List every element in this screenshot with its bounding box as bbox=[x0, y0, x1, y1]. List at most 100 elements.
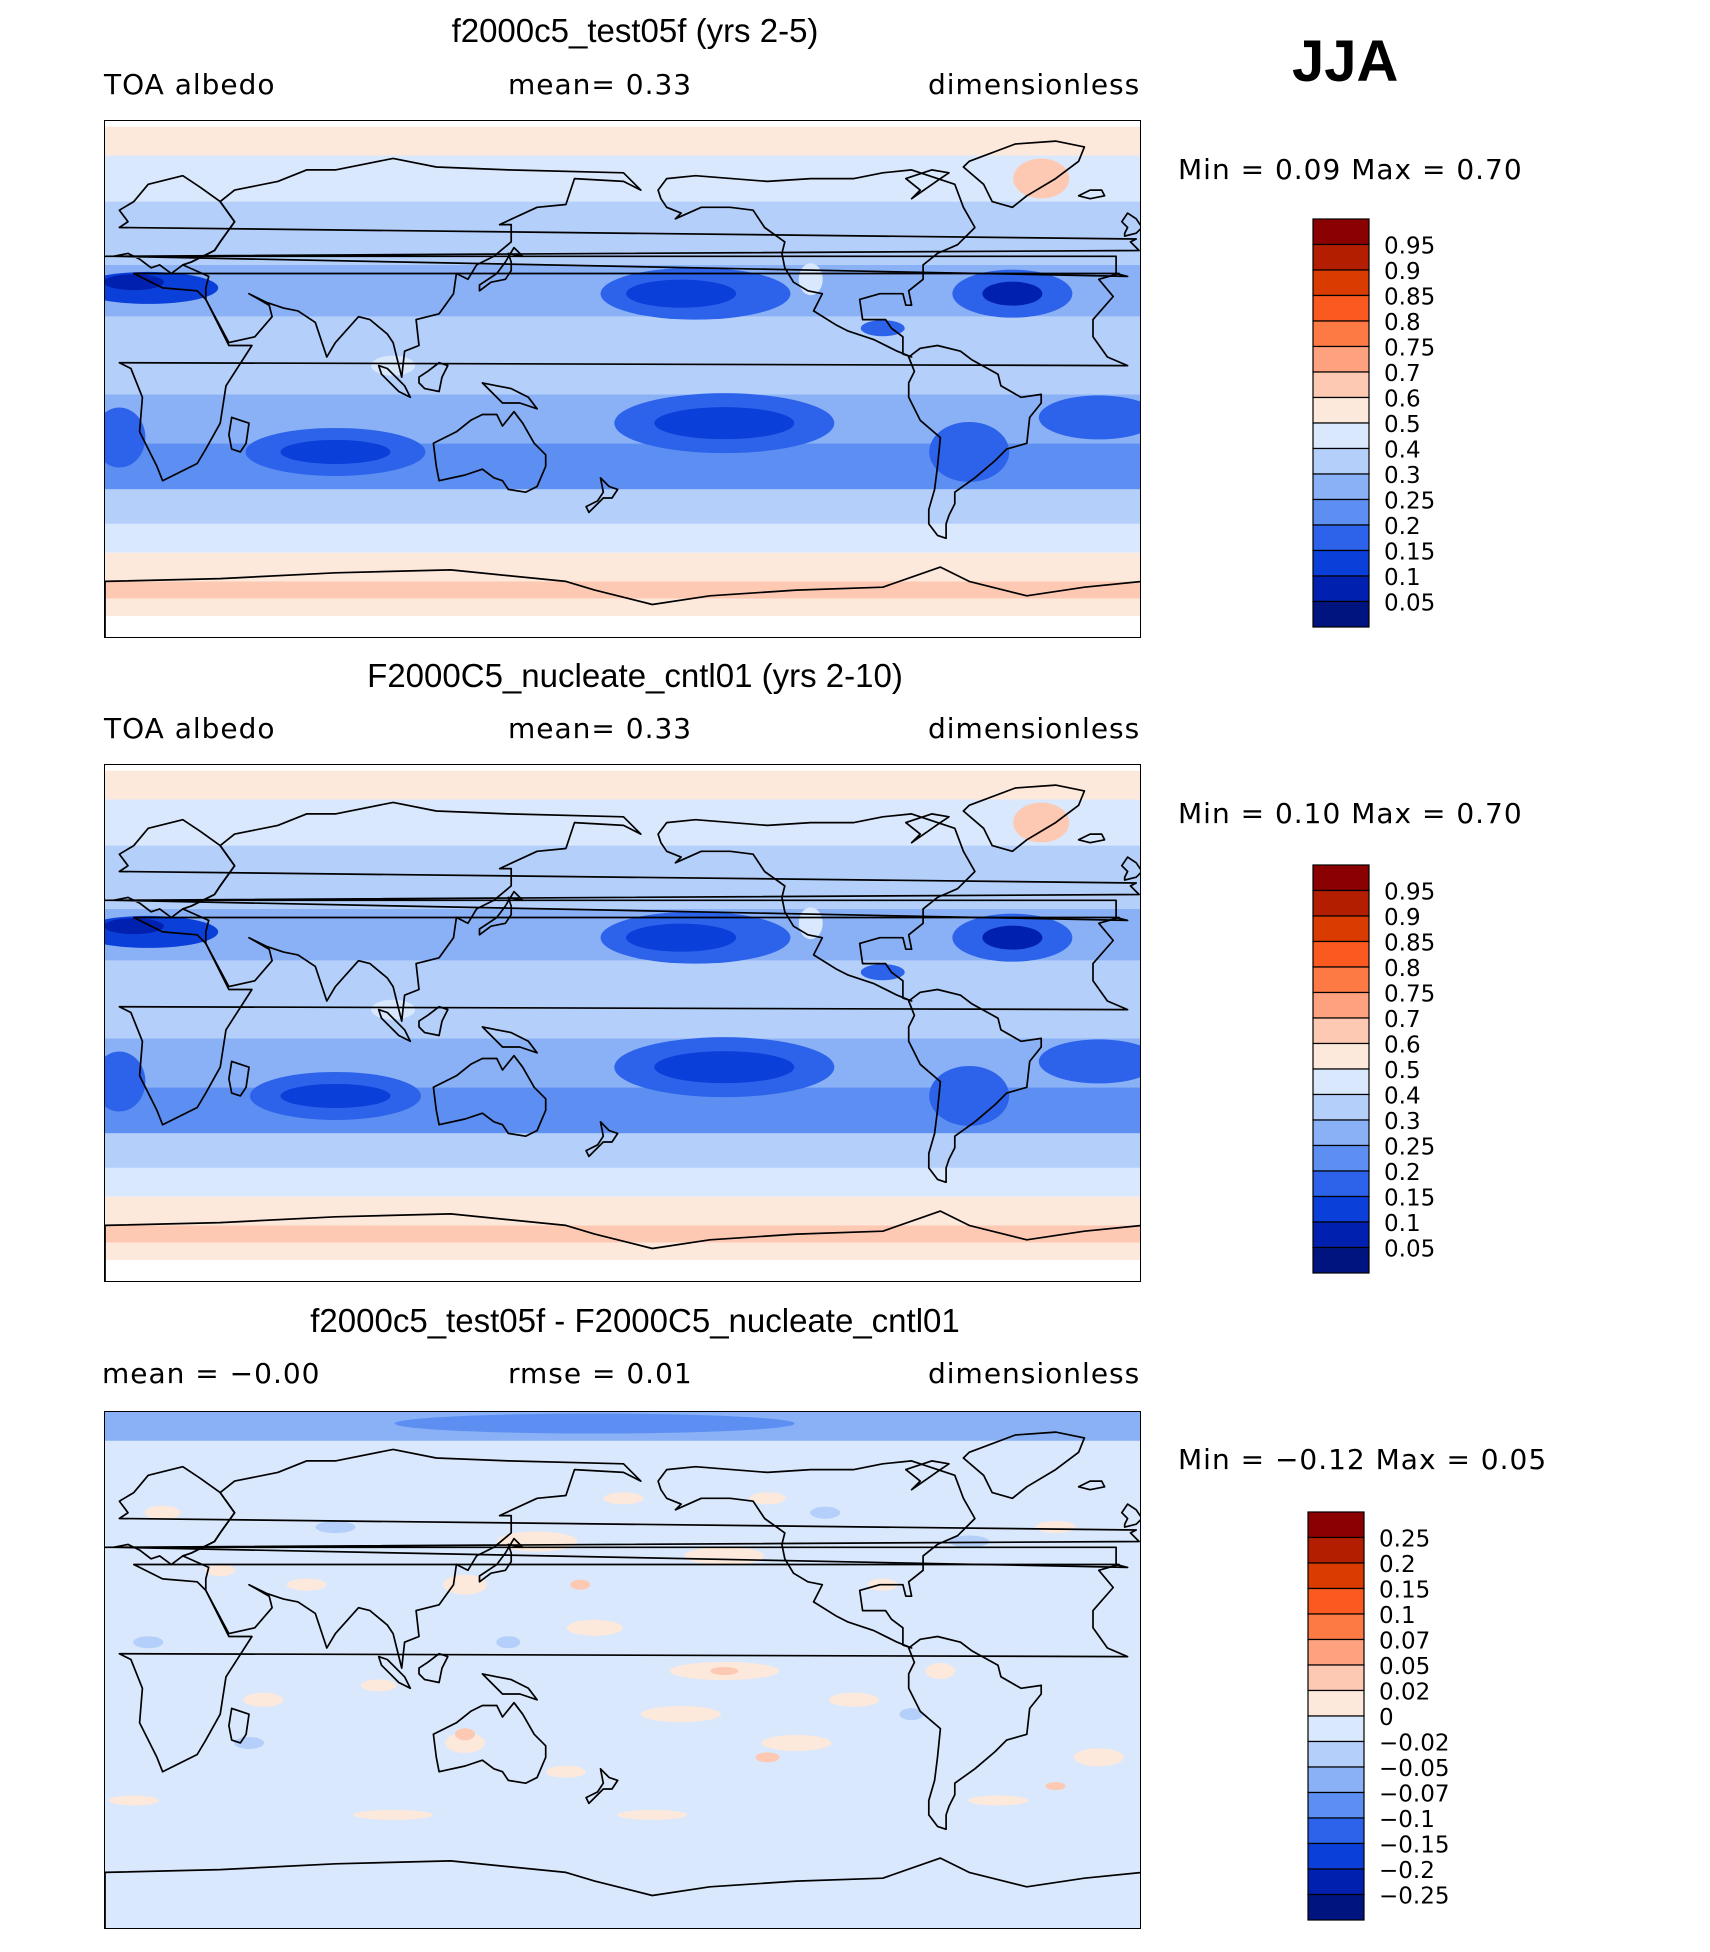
colorbar-swatch bbox=[1307, 1587, 1365, 1615]
diff-positive-patch bbox=[967, 1795, 1028, 1806]
colorbar-tick-label: 0.6 bbox=[1384, 1033, 1421, 1059]
greenland-high bbox=[1013, 158, 1070, 199]
colorbar-swatch bbox=[1307, 1893, 1365, 1921]
sea-ice-band bbox=[105, 1196, 1140, 1226]
colorbar-tick-label: 0.6 bbox=[1384, 387, 1421, 413]
southern-ocean-band bbox=[105, 489, 1140, 524]
diff-negative-patch bbox=[315, 1521, 356, 1534]
colorbar-swatch bbox=[1312, 498, 1370, 526]
diff-positive-patch bbox=[445, 1732, 486, 1753]
colorbar-tick-label: 0.2 bbox=[1384, 514, 1421, 540]
colorbar-swatch bbox=[1307, 1740, 1365, 1768]
panel-2-units-label: dimensionless bbox=[928, 712, 1141, 745]
colorbar-swatch bbox=[1307, 1817, 1365, 1845]
storm-track-band bbox=[105, 1167, 1140, 1197]
diff-positive-core bbox=[570, 1579, 591, 1590]
diff-positive-patch bbox=[925, 1663, 956, 1679]
colorbar-swatch bbox=[1312, 1093, 1370, 1121]
colorbar-tick-label: 0.05 bbox=[1384, 1237, 1435, 1263]
colorbar-tick-label: 0.7 bbox=[1384, 1007, 1421, 1033]
africa-coastline bbox=[118, 272, 1129, 482]
colorbar-tick-label: 0.2 bbox=[1379, 1552, 1416, 1578]
brazil-low bbox=[929, 421, 1010, 482]
colorbar-tick-label: −0.07 bbox=[1379, 1782, 1449, 1808]
panel-1-units-label: dimensionless bbox=[928, 68, 1141, 101]
diff-positive-patch bbox=[443, 1574, 488, 1595]
colorbar-tick-label: 0.15 bbox=[1379, 1578, 1430, 1604]
panel-2-mean-label: mean= 0.33 bbox=[508, 712, 693, 745]
colorbar-swatch bbox=[1312, 940, 1370, 968]
colorbar-tick-label: 0.1 bbox=[1384, 1211, 1421, 1237]
colorbar-swatch bbox=[1307, 1562, 1365, 1590]
colorbar-swatch bbox=[1312, 1170, 1370, 1198]
arctic-strong-negative bbox=[394, 1413, 795, 1434]
atlantic-north-core bbox=[982, 281, 1043, 306]
asia-coastline bbox=[181, 157, 642, 378]
california-stratus bbox=[798, 263, 823, 296]
colorbar-swatch bbox=[1312, 600, 1370, 628]
colorbar-swatch bbox=[1312, 889, 1370, 917]
panel-1-colorbar: 0.95 0.9 0.85 0.8 0.75 0.7 0.6 0.5 0.4 0.3 0.25 0.2… bbox=[1312, 218, 1542, 630]
colorbar-swatch bbox=[1307, 1664, 1365, 1692]
greenland-high bbox=[1013, 802, 1070, 843]
colorbar-tick-label: 0 bbox=[1379, 1705, 1394, 1731]
colorbar-swatch bbox=[1312, 1042, 1370, 1070]
colorbar-swatch bbox=[1312, 345, 1370, 373]
newguinea-coastline bbox=[481, 1673, 538, 1701]
tropics-band bbox=[105, 316, 1140, 395]
diff-positive-patch bbox=[286, 1578, 327, 1591]
asia-coastline bbox=[181, 801, 642, 1022]
panel-3-mean-label: mean = −0.00 bbox=[102, 1357, 321, 1390]
japan-coastline bbox=[478, 1537, 524, 1583]
colorbar-tick-label: 0.3 bbox=[1384, 1109, 1421, 1135]
colorbar-tick-label: 0.95 bbox=[1384, 234, 1435, 260]
colorbar-tick-label: −0.1 bbox=[1379, 1807, 1435, 1833]
borneo-coastline bbox=[418, 361, 449, 393]
colorbar-swatch bbox=[1307, 1536, 1365, 1564]
colorbar-swatch bbox=[1307, 1689, 1365, 1717]
colorbar-tick-label: −0.05 bbox=[1379, 1756, 1449, 1782]
sam-coastline bbox=[907, 1635, 1043, 1831]
diff-negative-patch bbox=[133, 1636, 164, 1649]
diff-positive-patch bbox=[1073, 1748, 1124, 1767]
colorbar-swatch bbox=[1312, 218, 1370, 246]
mediterranean-core bbox=[105, 918, 164, 935]
colorbar-swatch bbox=[1312, 1144, 1370, 1172]
atlantic-south-low bbox=[1038, 395, 1140, 440]
diff-positive-patch bbox=[353, 1809, 434, 1820]
panel-1-title: f2000c5_test05f (yrs 2-5) bbox=[451, 12, 819, 49]
caribbean-low bbox=[860, 964, 905, 981]
panel-1-variable-label: TOA albedo bbox=[104, 68, 276, 101]
colorbar-swatch bbox=[1312, 1068, 1370, 1096]
diff-positive-patch bbox=[108, 1795, 159, 1806]
nz-coastline bbox=[585, 476, 619, 514]
pacific-subtropic-core bbox=[626, 279, 737, 308]
colorbar-swatch bbox=[1307, 1791, 1365, 1819]
colorbar-tick-label: 0.4 bbox=[1384, 438, 1421, 464]
newguinea-coastline bbox=[481, 1026, 538, 1054]
colorbar-swatch bbox=[1307, 1613, 1365, 1641]
antarctica-coastline bbox=[105, 1210, 1140, 1281]
asia-coastline bbox=[181, 1448, 642, 1669]
brazil-low bbox=[929, 1065, 1010, 1126]
southern-ocean-band bbox=[105, 1133, 1140, 1168]
atlantic-south-low bbox=[1038, 1039, 1140, 1084]
diff-positive-core bbox=[1045, 1782, 1066, 1791]
iceland-coastline bbox=[1077, 189, 1106, 200]
uk-coastline bbox=[1120, 1503, 1140, 1528]
iceland-coastline bbox=[1077, 833, 1106, 844]
colorbar-tick-label: −0.15 bbox=[1379, 1833, 1449, 1859]
colorbar-swatch bbox=[1312, 575, 1370, 603]
diff-positive-patch bbox=[1035, 1521, 1076, 1534]
arctic-band bbox=[105, 770, 1140, 800]
colorbar-swatch bbox=[1312, 422, 1370, 450]
japan-coastline bbox=[478, 246, 524, 292]
panel-2-min-max: Min = 0.10 Max = 0.70 bbox=[1178, 797, 1523, 830]
colorbar-tick-label: 0.25 bbox=[1384, 1135, 1435, 1161]
diff-positive-patch bbox=[828, 1692, 879, 1707]
mediterranean-core bbox=[105, 274, 164, 291]
sumatra-coastline bbox=[377, 1008, 412, 1043]
diff-negative-patch bbox=[810, 1506, 841, 1519]
colorbar-tick-label: 0.5 bbox=[1384, 412, 1421, 438]
sumatra-coastline bbox=[377, 364, 412, 399]
